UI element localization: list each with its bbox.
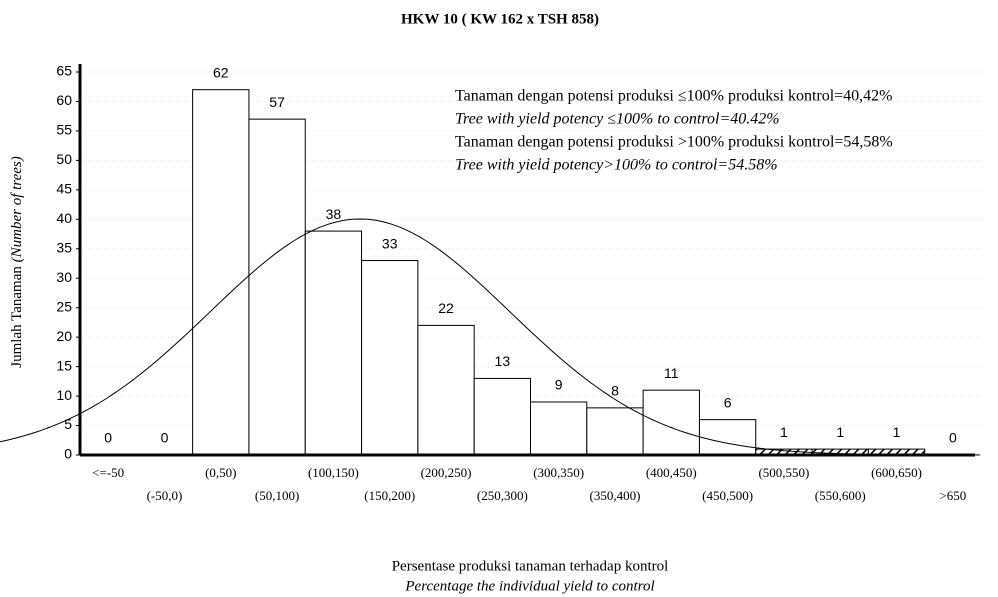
x-tick-label: (50,100) bbox=[255, 488, 299, 503]
value-label: 57 bbox=[269, 94, 285, 110]
annotation: Tanaman dengan potensi produksi ≤100% pr… bbox=[455, 88, 893, 105]
value-label: 8 bbox=[611, 383, 619, 399]
y-tick-label: 40 bbox=[56, 210, 72, 226]
x-tick-label: (100,150) bbox=[308, 465, 359, 480]
x-axis-title-en: Percentage the individual yield to contr… bbox=[404, 578, 654, 594]
annotation: Tanaman dengan potensi produksi >100% pr… bbox=[455, 134, 893, 151]
value-label: 1 bbox=[836, 424, 844, 440]
chart-title: HKW 10 ( KW 162 x TSH 858) bbox=[401, 11, 599, 27]
value-label: 0 bbox=[949, 430, 957, 446]
value-label: 0 bbox=[161, 430, 169, 446]
value-label: 9 bbox=[555, 377, 563, 393]
y-axis-title: Jumlah Tanaman (Number of trees) bbox=[9, 156, 25, 367]
annotations: Tanaman dengan potensi produksi ≤100% pr… bbox=[455, 88, 893, 174]
bar bbox=[248, 118, 306, 456]
value-label: 0 bbox=[104, 430, 112, 446]
bar bbox=[361, 260, 419, 456]
y-axis-title-id: Jumlah Tanaman bbox=[9, 266, 25, 368]
x-tick-label: (200,250) bbox=[421, 465, 472, 480]
value-label: 11 bbox=[664, 365, 679, 381]
y-tick-label: 0 bbox=[64, 446, 72, 462]
annotation: Tree with yield potency ≤100% to control… bbox=[455, 111, 780, 128]
bar bbox=[304, 230, 363, 456]
y-tick-label: 15 bbox=[56, 357, 72, 373]
y-tick-label: 35 bbox=[56, 239, 72, 255]
value-label: 22 bbox=[438, 300, 454, 316]
x-tick-label: (300,350) bbox=[533, 465, 584, 480]
value-label: 33 bbox=[382, 235, 398, 251]
value-label: 38 bbox=[326, 206, 342, 222]
x-tick-label: (500,550) bbox=[758, 465, 809, 480]
x-tick-label: (400,450) bbox=[646, 465, 697, 480]
bar bbox=[417, 324, 475, 456]
normal-curve bbox=[0, 218, 981, 456]
x-tick-label: (-50,0) bbox=[147, 488, 183, 503]
y-tick-label: 5 bbox=[64, 416, 72, 432]
bar bbox=[192, 89, 250, 456]
x-tick-label: (350,400) bbox=[590, 488, 641, 503]
value-label: 1 bbox=[893, 424, 901, 440]
x-tick-label: (150,200) bbox=[364, 488, 415, 503]
y-tick-label: 10 bbox=[56, 387, 72, 403]
y-tick-label: 45 bbox=[56, 181, 72, 197]
y-tick-label: 60 bbox=[56, 92, 72, 108]
x-tick-label: (600,650) bbox=[871, 465, 922, 480]
y-tick-label: 65 bbox=[56, 63, 72, 79]
bar bbox=[642, 389, 700, 456]
bar bbox=[586, 407, 644, 456]
value-label: 62 bbox=[213, 64, 229, 80]
value-label: 13 bbox=[495, 353, 511, 369]
x-axis-title: Persentase produksi tanaman terhadap kon… bbox=[392, 558, 669, 574]
y-tick-label: 25 bbox=[56, 298, 72, 314]
x-tick-label: (550,600) bbox=[815, 488, 866, 503]
x-tick-label: (250,300) bbox=[477, 488, 528, 503]
bar bbox=[530, 401, 588, 456]
y-tick-label: 30 bbox=[56, 269, 72, 285]
x-tick-label: <=-50 bbox=[92, 465, 124, 480]
bar bbox=[698, 419, 757, 456]
annotation: Tree with yield potency>100% to control=… bbox=[455, 157, 778, 174]
x-tick-label: (450,500) bbox=[702, 488, 753, 503]
value-label: 6 bbox=[724, 394, 732, 410]
y-axis-title-en: (Number of trees) bbox=[9, 156, 25, 262]
x-tick-label: >650 bbox=[939, 488, 966, 503]
y-tick-label: 55 bbox=[56, 122, 72, 138]
value-label: 1 bbox=[780, 424, 788, 440]
y-tick-label: 50 bbox=[56, 151, 72, 167]
bar bbox=[473, 377, 531, 456]
x-tick-label: (0,50) bbox=[205, 465, 236, 480]
y-tick-label: 20 bbox=[56, 328, 72, 344]
